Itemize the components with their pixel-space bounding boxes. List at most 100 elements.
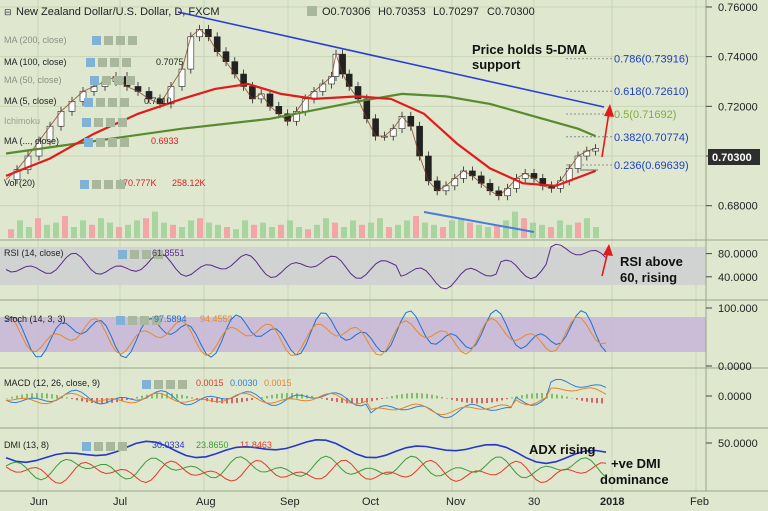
eye-icon[interactable] [118,250,127,259]
stoch-d-line [5,316,607,356]
toolbar-icon[interactable] [152,316,161,325]
macd-hist-bar [501,398,503,401]
annotation-dmi-line2: dominance [600,472,669,487]
macd-hist-bar [401,394,403,399]
toolbar-icon[interactable] [104,180,113,189]
toolbar-icon[interactable] [98,58,107,67]
candle-body [389,128,397,137]
macd-hist-bar [136,396,138,399]
y-axis-tick-label: 0.0000 [718,391,752,403]
toolbar-icon[interactable] [118,442,127,451]
toolbar-icon[interactable] [116,180,125,189]
eye-icon[interactable] [82,118,91,127]
volume-bar [98,218,104,238]
legend-stoch-value1: 97.5894 [154,314,187,324]
volume-bar [557,220,563,238]
toolbar-icon[interactable] [120,138,129,147]
toolbar-icon[interactable] [94,442,103,451]
volume-bar [584,218,590,238]
x-axis-label: Aug [196,496,216,508]
toolbar-icon[interactable] [116,36,125,45]
volume-bar [530,222,536,238]
volume-bar [386,227,392,238]
toolbar-icon[interactable] [94,118,103,127]
legend-macd-v1: 0.0015 [196,378,224,388]
volume-bar [62,216,68,238]
legend-rsi-value: 61.8551 [152,248,185,258]
candle-body [319,83,327,92]
candle-body [372,118,379,137]
toolbar-icon[interactable] [108,98,117,107]
rsi-arrow-head [603,244,613,256]
candle-body [205,29,212,38]
macd-hist-bar [431,394,433,399]
macd-hist-bar [141,395,143,399]
macd-hist-bar [441,396,443,399]
eye-icon[interactable] [84,138,93,147]
volume-bar [503,220,509,238]
toolbar-icon[interactable] [128,316,137,325]
volume-bar [161,222,167,238]
eye-icon[interactable] [84,98,93,107]
toolbar-icon[interactable] [114,76,123,85]
ohlc-open: O0.70306 [322,6,370,18]
toolbar-icon[interactable] [154,380,163,389]
toolbar-icon[interactable] [104,36,113,45]
toolbar-icon[interactable] [106,442,115,451]
toolbar-icon[interactable] [118,118,127,127]
toolbar-icon[interactable] [92,180,101,189]
legend-vol: Vol (20) [4,178,35,188]
toolbar-icon[interactable] [166,380,175,389]
macd-hist-bar [31,393,33,399]
legend-ma100-value: 0.7075 [156,57,184,67]
toolbar-icon[interactable] [178,380,187,389]
macd-hist-bar [81,398,83,402]
toolbar-icon[interactable] [142,250,151,259]
toolbar-icon[interactable] [130,250,139,259]
x-axis-label: Jun [30,496,48,508]
settings-icon[interactable] [307,6,317,16]
macd-hist-bar [421,393,423,399]
toolbar-icon[interactable] [110,58,119,67]
macd-hist-bar [386,397,388,399]
macd-hist-bar [276,393,278,399]
toolbar-icon[interactable] [96,98,105,107]
fib-label: 0.5(0.71692) [614,109,676,121]
macd-hist-bar [436,395,438,399]
toolbar-icon[interactable] [106,118,115,127]
volume-bar [476,224,482,238]
eye-icon[interactable] [82,442,91,451]
candle-body [266,93,274,107]
legend-ma50: MA (50, close) [4,75,62,85]
macd-hist-bar [281,393,283,399]
eye-icon[interactable] [92,36,101,45]
eye-icon[interactable] [90,76,99,85]
x-axis-label: Oct [362,496,379,508]
toolbar-icon[interactable] [140,316,149,325]
toolbar-icon[interactable] [108,138,117,147]
toolbar-icon[interactable] [154,250,163,259]
eye-icon[interactable] [116,316,125,325]
eye-icon[interactable] [80,180,89,189]
macd-hist-bar [451,398,453,400]
volume-bar [521,218,527,238]
fib-label: 0.382(0.70774) [614,132,689,144]
volume-bar [197,218,203,238]
macd-hist-bar [416,393,418,399]
candle-body [196,29,203,38]
candle-body [407,115,415,127]
toolbar-icon[interactable] [96,138,105,147]
toolbar-icon[interactable] [102,76,111,85]
moving-averages [5,82,597,187]
volume-bar [107,222,113,238]
eye-icon[interactable] [142,380,151,389]
toolbar-icon[interactable] [128,36,137,45]
toolbar-icon[interactable] [120,98,129,107]
volume-bar [44,224,50,238]
toolbar-icon[interactable] [126,76,135,85]
eye-icon[interactable] [86,58,95,67]
collapse-icon[interactable]: ⊟ [4,7,12,17]
stoch-k-line [5,309,607,359]
volume-bar [341,227,347,238]
toolbar-icon[interactable] [122,58,131,67]
